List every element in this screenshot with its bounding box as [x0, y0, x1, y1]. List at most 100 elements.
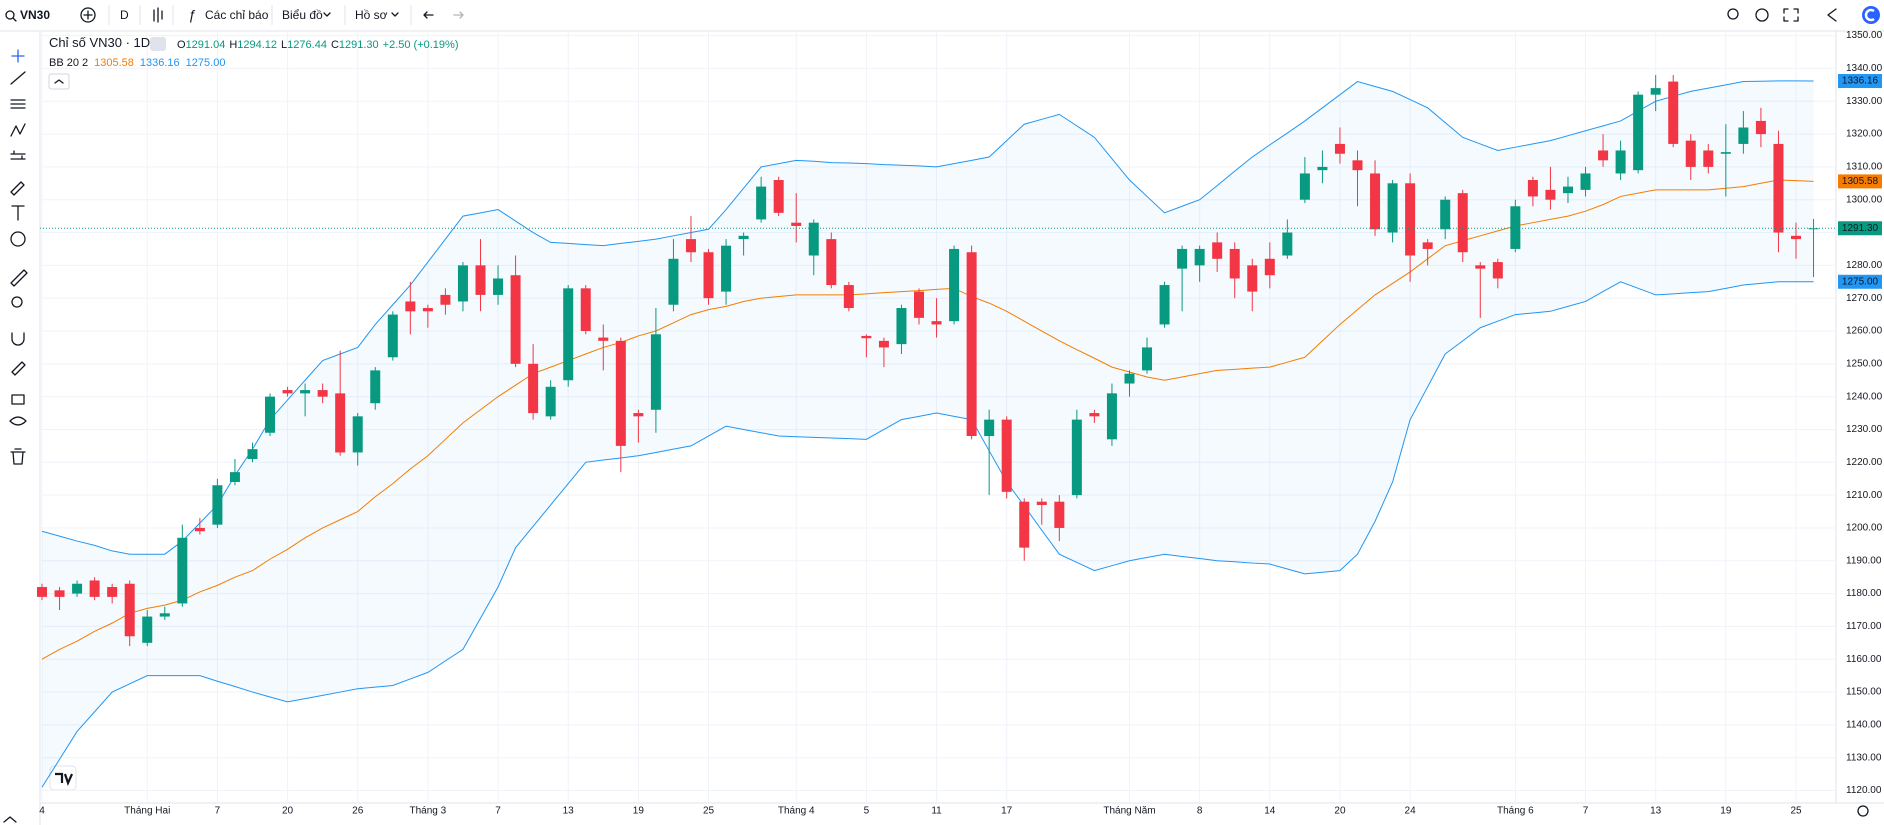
candle-body	[1054, 501, 1065, 528]
price-badge-label: 1305.58	[1842, 176, 1879, 187]
candle-body	[580, 288, 591, 332]
compare-button[interactable]	[80, 7, 96, 23]
y-tick-label: 1240.00	[1846, 391, 1883, 402]
zoom-tool[interactable]	[11, 296, 23, 308]
candle-body	[1405, 183, 1416, 256]
candle-body	[931, 321, 942, 325]
symbol[interactable]: VN30	[20, 8, 50, 22]
chart-style-button[interactable]	[153, 7, 163, 23]
brush-tool[interactable]	[10, 181, 25, 196]
indicator-label: BB 20 2	[49, 57, 88, 69]
candle-body	[1580, 173, 1591, 190]
indicator-value: 1336.16	[140, 57, 180, 69]
symbol-menu[interactable]	[150, 37, 166, 51]
share-button[interactable]	[1827, 8, 1837, 22]
measure-tool[interactable]	[10, 269, 28, 287]
candle-body	[1299, 173, 1310, 200]
crosshair-tool[interactable]	[11, 49, 25, 63]
candle-body	[1440, 199, 1451, 230]
candle-body	[1334, 143, 1345, 154]
visibility-tool[interactable]	[9, 416, 27, 426]
legend-key: C	[331, 39, 339, 51]
y-tick-label: 1220.00	[1846, 457, 1883, 468]
candle-body	[405, 301, 416, 312]
lock-tool[interactable]	[11, 394, 25, 405]
candle-body	[1264, 258, 1275, 276]
candle-body	[1352, 160, 1363, 171]
x-tick-label: 7	[1583, 806, 1589, 817]
chart-type-button[interactable]: Biểu đồ	[282, 8, 323, 22]
candle-body	[107, 587, 118, 597]
x-tick-label: 5	[864, 806, 870, 817]
candle-body	[510, 275, 521, 364]
price-badge-label: 1336.16	[1842, 76, 1879, 87]
undo-button[interactable]	[423, 11, 434, 19]
price-badge-label: 1275.00	[1842, 276, 1879, 287]
y-tick-label: 1270.00	[1846, 293, 1883, 304]
candle-body	[826, 239, 837, 286]
top-toolbar	[0, 0, 1884, 31]
x-tick-label: 4	[39, 806, 45, 817]
delete-tool[interactable]	[10, 448, 26, 465]
x-tick-label: 14	[1264, 806, 1276, 817]
x-tick-label: 25	[1790, 806, 1802, 817]
magnet-tool[interactable]	[11, 332, 25, 346]
compare-icon	[83, 10, 93, 20]
candle-body	[1106, 393, 1117, 440]
candle-body	[914, 291, 924, 318]
candle-body	[1229, 248, 1240, 279]
x-tick-label: 20	[1334, 806, 1346, 817]
candle-body	[159, 613, 170, 617]
y-tick-label: 1180.00	[1846, 588, 1882, 599]
redo-button[interactable]	[453, 11, 464, 19]
indicator-value: 1305.58	[94, 57, 134, 69]
candle-body	[1124, 373, 1135, 384]
indicators-button[interactable]: Các chỉ báo	[205, 8, 269, 22]
y-tick-label: 1330.00	[1846, 96, 1883, 107]
emoji-tool[interactable]	[10, 231, 26, 247]
lock-draw-tool[interactable]	[11, 361, 26, 376]
candle-body	[72, 583, 83, 594]
tv-logo	[55, 772, 74, 787]
logo-mark	[1864, 8, 1875, 22]
settings-button[interactable]	[1755, 8, 1769, 22]
candle-body	[563, 288, 574, 381]
fib-tool[interactable]	[10, 99, 26, 109]
candle-body	[1422, 242, 1433, 249]
search-icon[interactable]	[1727, 8, 1739, 20]
bottom-toggle[interactable]	[3, 816, 17, 823]
trend-line-tool[interactable]	[10, 71, 26, 85]
candle-body	[685, 239, 696, 253]
x-tick-label: 17	[1001, 806, 1013, 817]
fullscreen-button[interactable]	[1783, 8, 1799, 22]
candle-body	[598, 337, 609, 341]
candle-body	[370, 370, 381, 404]
candle-body	[1703, 150, 1714, 167]
collapse-button[interactable]	[48, 73, 70, 90]
candle-body	[721, 245, 732, 292]
candle-body	[1527, 180, 1538, 197]
candle-body	[1755, 120, 1766, 135]
projection-tool[interactable]	[10, 150, 26, 160]
interval[interactable]: D	[120, 8, 129, 22]
text-tool[interactable]	[11, 205, 25, 221]
profile-button[interactable]: Hồ sơ	[355, 8, 388, 22]
candle-body	[878, 340, 889, 348]
candle-body	[703, 252, 714, 299]
candle-body	[738, 235, 749, 240]
legend-value: 1291.30	[339, 39, 379, 51]
axis-settings[interactable]	[1857, 805, 1869, 817]
pattern-tool[interactable]	[10, 123, 26, 137]
legend-value: 1291.04	[186, 39, 226, 51]
x-tick-label: Tháng 6	[1497, 806, 1534, 817]
candle-body	[1738, 127, 1749, 144]
candle-body	[1247, 265, 1258, 292]
candle-body	[493, 278, 504, 295]
search-icon[interactable]	[5, 10, 15, 20]
x-tick-label: 19	[633, 806, 645, 817]
candle-body	[300, 390, 311, 394]
x-tick-label: 13	[1650, 806, 1662, 817]
price-badge-label: 1291.30	[1842, 223, 1879, 234]
candle-body	[1545, 189, 1556, 200]
x-tick-label: 19	[1720, 806, 1732, 817]
